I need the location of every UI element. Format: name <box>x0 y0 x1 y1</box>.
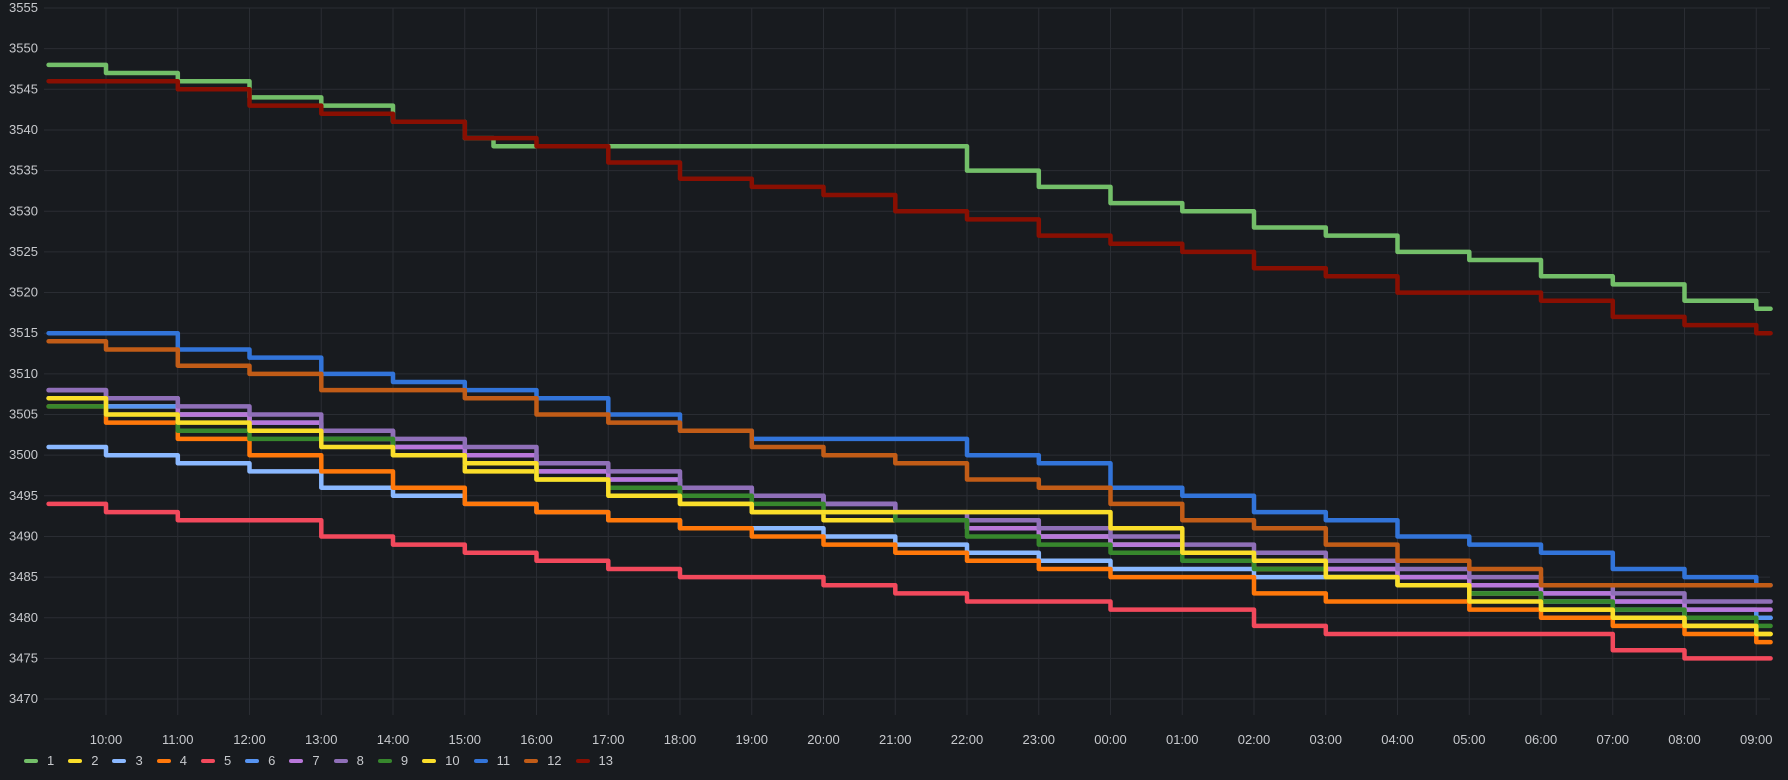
x-tick-label: 17:00 <box>592 732 625 747</box>
legend-label: 8 <box>356 753 364 768</box>
legend-swatch <box>575 758 590 763</box>
legend-swatch <box>289 758 304 763</box>
legend-item-11[interactable]: 11 <box>473 753 511 768</box>
x-tick-label: 04:00 <box>1381 732 1414 747</box>
y-tick-label: 3535 <box>9 163 38 178</box>
series-line-1[interactable] <box>46 62 1773 312</box>
y-tick-label: 3545 <box>9 81 38 96</box>
x-tick-label: 18:00 <box>664 732 697 747</box>
legend-item-7[interactable]: 7 <box>289 753 320 768</box>
legend-label: 4 <box>179 753 187 768</box>
x-tick-label: 13:00 <box>305 732 338 747</box>
legend-swatch <box>200 758 215 763</box>
x-tick-label: 09:00 <box>1740 732 1773 747</box>
legend-item-2[interactable]: 2 <box>68 753 98 768</box>
x-tick-label: 19:00 <box>735 732 768 747</box>
y-tick-label: 3485 <box>9 569 38 584</box>
legend-swatch <box>24 758 38 763</box>
y-tick-label: 3550 <box>9 41 38 56</box>
series-layer <box>46 62 1773 661</box>
x-tick-label: 01:00 <box>1166 732 1199 747</box>
y-tick-label: 3530 <box>9 203 38 218</box>
series-line-12[interactable] <box>46 339 1773 588</box>
series-line-11[interactable] <box>46 330 1773 588</box>
y-tick-label: 3555 <box>9 0 38 15</box>
legend-item-3[interactable]: 3 <box>112 753 143 768</box>
x-tick-label: 02:00 <box>1238 732 1271 747</box>
legend-item-6[interactable]: 6 <box>245 753 275 768</box>
x-tick-label: 15:00 <box>448 732 481 747</box>
x-tick-label: 08:00 <box>1668 732 1701 747</box>
x-tick-label: 22:00 <box>951 732 984 747</box>
legend-label: 6 <box>268 753 276 768</box>
legend-label: 9 <box>400 753 409 768</box>
y-tick-label: 3525 <box>9 244 38 259</box>
legend-label: 13 <box>598 753 614 768</box>
legend-swatch <box>156 758 171 763</box>
x-tick-label: 07:00 <box>1596 732 1629 747</box>
series-line-13[interactable] <box>46 78 1773 336</box>
x-tick-label: 16:00 <box>520 732 553 747</box>
y-tick-label: 3490 <box>9 528 38 543</box>
legend-item-5[interactable]: 5 <box>200 753 232 768</box>
x-tick-label: 12:00 <box>233 732 266 747</box>
legend: 1 2 3 4 5 6 7 8 9 10 11 12 13 <box>24 753 627 768</box>
y-tick-label: 3540 <box>9 122 38 137</box>
y-tick-label: 3480 <box>9 610 38 625</box>
y-tick-label: 3470 <box>9 691 38 706</box>
legend-swatch <box>333 758 348 763</box>
x-tick-label: 14:00 <box>377 732 410 747</box>
y-tick-label: 3510 <box>9 366 38 381</box>
legend-swatch <box>377 758 392 763</box>
legend-item-4[interactable]: 4 <box>156 753 187 768</box>
x-tick-label: 23:00 <box>1022 732 1055 747</box>
x-tick-label: 05:00 <box>1453 732 1486 747</box>
x-tick-label: 00:00 <box>1094 732 1127 747</box>
x-axis: 10:00 11:00 12:00 13:00 14:00 15:00 16:00 17:00… <box>90 732 1773 747</box>
legend-swatch <box>112 758 127 763</box>
legend-label: 11 <box>496 753 511 768</box>
legend-item-9[interactable]: 9 <box>377 753 409 768</box>
y-axis: 3555 3550 3545 3540 3535 3530 3525 3520 3515 3510… <box>9 0 38 706</box>
legend-label: 2 <box>91 753 99 768</box>
legend-label: 7 <box>312 753 320 768</box>
y-tick-label: 3495 <box>9 488 38 503</box>
legend-label: 10 <box>445 753 460 768</box>
series-line-5[interactable] <box>46 501 1773 661</box>
legend-swatch <box>245 758 260 763</box>
legend-label: 3 <box>135 753 143 768</box>
x-tick-label: 06:00 <box>1525 732 1558 747</box>
series-line-4[interactable] <box>46 404 1773 645</box>
legend-label: 12 <box>547 753 562 768</box>
legend-swatch <box>524 758 539 763</box>
legend-item-12[interactable]: 12 <box>524 753 562 768</box>
series-line-10[interactable] <box>46 395 1773 637</box>
x-tick-label: 11:00 <box>162 732 194 747</box>
x-tick-label: 03:00 <box>1309 732 1342 747</box>
legend-swatch <box>68 758 83 763</box>
x-tick-label: 21:00 <box>879 732 912 747</box>
x-tick-label: 20:00 <box>807 732 840 747</box>
y-tick-label: 3500 <box>9 447 38 462</box>
legend-item-13[interactable]: 13 <box>575 753 614 768</box>
series-line-9[interactable] <box>46 404 1773 629</box>
y-tick-label: 3520 <box>9 285 38 300</box>
legend-item-10[interactable]: 10 <box>422 753 460 768</box>
y-tick-label: 3475 <box>9 650 38 665</box>
legend-swatch <box>422 758 437 763</box>
x-tick-label: 10:00 <box>90 732 123 747</box>
legend-label: 1 <box>47 753 55 768</box>
legend-label: 5 <box>223 753 232 768</box>
legend-item-8[interactable]: 8 <box>333 753 364 768</box>
legend-swatch <box>473 758 488 763</box>
series-line-2[interactable] <box>46 395 1773 637</box>
y-tick-label: 3505 <box>9 407 38 422</box>
y-tick-label: 3515 <box>9 325 38 340</box>
legend-item-1[interactable]: 1 <box>24 753 54 768</box>
